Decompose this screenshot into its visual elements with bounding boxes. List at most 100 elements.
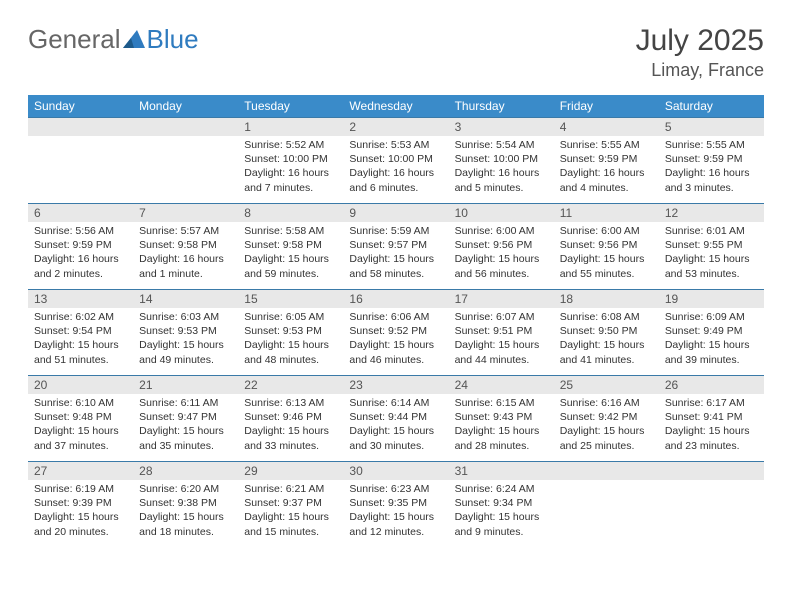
location: Limay, France: [636, 60, 764, 81]
day-body: Sunrise: 6:07 AMSunset: 9:51 PMDaylight:…: [449, 308, 554, 371]
week-row: 20Sunrise: 6:10 AMSunset: 9:48 PMDayligh…: [28, 376, 764, 462]
day-number: [133, 118, 238, 136]
day-cell: 26Sunrise: 6:17 AMSunset: 9:41 PMDayligh…: [659, 376, 764, 462]
day-number: 28: [133, 462, 238, 480]
day-header: Sunday: [28, 95, 133, 118]
day-cell: 18Sunrise: 6:08 AMSunset: 9:50 PMDayligh…: [554, 290, 659, 376]
page-header: General Blue July 2025 Limay, France: [28, 24, 764, 81]
day-number: 27: [28, 462, 133, 480]
day-number: 3: [449, 118, 554, 136]
day-cell: 7Sunrise: 5:57 AMSunset: 9:58 PMDaylight…: [133, 204, 238, 290]
day-number: 17: [449, 290, 554, 308]
day-number: 20: [28, 376, 133, 394]
day-body: Sunrise: 5:56 AMSunset: 9:59 PMDaylight:…: [28, 222, 133, 285]
calendar-table: SundayMondayTuesdayWednesdayThursdayFrid…: [28, 95, 764, 548]
day-number: [659, 462, 764, 480]
day-number: 23: [343, 376, 448, 394]
day-cell: 16Sunrise: 6:06 AMSunset: 9:52 PMDayligh…: [343, 290, 448, 376]
day-body: Sunrise: 6:03 AMSunset: 9:53 PMDaylight:…: [133, 308, 238, 371]
day-number: 11: [554, 204, 659, 222]
day-header-row: SundayMondayTuesdayWednesdayThursdayFrid…: [28, 95, 764, 118]
day-body: Sunrise: 6:24 AMSunset: 9:34 PMDaylight:…: [449, 480, 554, 543]
day-cell: 17Sunrise: 6:07 AMSunset: 9:51 PMDayligh…: [449, 290, 554, 376]
day-header: Thursday: [449, 95, 554, 118]
day-body: Sunrise: 6:06 AMSunset: 9:52 PMDaylight:…: [343, 308, 448, 371]
day-cell: 6Sunrise: 5:56 AMSunset: 9:59 PMDaylight…: [28, 204, 133, 290]
day-number: 16: [343, 290, 448, 308]
day-cell: [133, 118, 238, 204]
day-body: Sunrise: 5:55 AMSunset: 9:59 PMDaylight:…: [659, 136, 764, 199]
day-header: Saturday: [659, 95, 764, 118]
day-cell: 5Sunrise: 5:55 AMSunset: 9:59 PMDaylight…: [659, 118, 764, 204]
day-body: Sunrise: 6:15 AMSunset: 9:43 PMDaylight:…: [449, 394, 554, 457]
day-cell: 2Sunrise: 5:53 AMSunset: 10:00 PMDayligh…: [343, 118, 448, 204]
logo-text-blue: Blue: [147, 24, 199, 55]
day-cell: 9Sunrise: 5:59 AMSunset: 9:57 PMDaylight…: [343, 204, 448, 290]
day-number: 15: [238, 290, 343, 308]
day-cell: 1Sunrise: 5:52 AMSunset: 10:00 PMDayligh…: [238, 118, 343, 204]
day-cell: 19Sunrise: 6:09 AMSunset: 9:49 PMDayligh…: [659, 290, 764, 376]
day-number: 12: [659, 204, 764, 222]
day-header: Monday: [133, 95, 238, 118]
day-cell: [28, 118, 133, 204]
day-number: 9: [343, 204, 448, 222]
day-cell: 12Sunrise: 6:01 AMSunset: 9:55 PMDayligh…: [659, 204, 764, 290]
month-title: July 2025: [636, 24, 764, 58]
day-cell: 8Sunrise: 5:58 AMSunset: 9:58 PMDaylight…: [238, 204, 343, 290]
logo-text-general: General: [28, 24, 121, 55]
day-cell: 25Sunrise: 6:16 AMSunset: 9:42 PMDayligh…: [554, 376, 659, 462]
day-body: Sunrise: 6:08 AMSunset: 9:50 PMDaylight:…: [554, 308, 659, 371]
day-cell: 4Sunrise: 5:55 AMSunset: 9:59 PMDaylight…: [554, 118, 659, 204]
day-body: Sunrise: 5:53 AMSunset: 10:00 PMDaylight…: [343, 136, 448, 199]
day-body: Sunrise: 6:17 AMSunset: 9:41 PMDaylight:…: [659, 394, 764, 457]
day-number: 19: [659, 290, 764, 308]
day-number: 5: [659, 118, 764, 136]
day-body: Sunrise: 5:54 AMSunset: 10:00 PMDaylight…: [449, 136, 554, 199]
day-number: 31: [449, 462, 554, 480]
day-number: 1: [238, 118, 343, 136]
day-cell: 3Sunrise: 5:54 AMSunset: 10:00 PMDayligh…: [449, 118, 554, 204]
week-row: 27Sunrise: 6:19 AMSunset: 9:39 PMDayligh…: [28, 462, 764, 548]
day-number: 18: [554, 290, 659, 308]
day-number: 21: [133, 376, 238, 394]
day-number: 29: [238, 462, 343, 480]
day-cell: 28Sunrise: 6:20 AMSunset: 9:38 PMDayligh…: [133, 462, 238, 548]
day-cell: 27Sunrise: 6:19 AMSunset: 9:39 PMDayligh…: [28, 462, 133, 548]
day-number: 26: [659, 376, 764, 394]
day-number: 30: [343, 462, 448, 480]
day-cell: 22Sunrise: 6:13 AMSunset: 9:46 PMDayligh…: [238, 376, 343, 462]
day-body: Sunrise: 6:00 AMSunset: 9:56 PMDaylight:…: [449, 222, 554, 285]
day-cell: [659, 462, 764, 548]
day-body: Sunrise: 5:57 AMSunset: 9:58 PMDaylight:…: [133, 222, 238, 285]
day-number: 4: [554, 118, 659, 136]
day-body: Sunrise: 6:20 AMSunset: 9:38 PMDaylight:…: [133, 480, 238, 543]
day-header: Friday: [554, 95, 659, 118]
week-row: 1Sunrise: 5:52 AMSunset: 10:00 PMDayligh…: [28, 118, 764, 204]
day-number: 14: [133, 290, 238, 308]
day-number: 22: [238, 376, 343, 394]
day-body: Sunrise: 6:23 AMSunset: 9:35 PMDaylight:…: [343, 480, 448, 543]
day-number: 24: [449, 376, 554, 394]
week-row: 6Sunrise: 5:56 AMSunset: 9:59 PMDaylight…: [28, 204, 764, 290]
day-header: Tuesday: [238, 95, 343, 118]
day-body: Sunrise: 6:11 AMSunset: 9:47 PMDaylight:…: [133, 394, 238, 457]
calendar-body: 1Sunrise: 5:52 AMSunset: 10:00 PMDayligh…: [28, 118, 764, 548]
day-cell: 13Sunrise: 6:02 AMSunset: 9:54 PMDayligh…: [28, 290, 133, 376]
day-cell: 10Sunrise: 6:00 AMSunset: 9:56 PMDayligh…: [449, 204, 554, 290]
day-body: Sunrise: 6:05 AMSunset: 9:53 PMDaylight:…: [238, 308, 343, 371]
day-body: Sunrise: 6:09 AMSunset: 9:49 PMDaylight:…: [659, 308, 764, 371]
day-body: Sunrise: 6:21 AMSunset: 9:37 PMDaylight:…: [238, 480, 343, 543]
day-body: Sunrise: 6:16 AMSunset: 9:42 PMDaylight:…: [554, 394, 659, 457]
day-body: Sunrise: 5:52 AMSunset: 10:00 PMDaylight…: [238, 136, 343, 199]
day-cell: 14Sunrise: 6:03 AMSunset: 9:53 PMDayligh…: [133, 290, 238, 376]
day-body: Sunrise: 6:13 AMSunset: 9:46 PMDaylight:…: [238, 394, 343, 457]
title-block: July 2025 Limay, France: [636, 24, 764, 81]
day-number: 2: [343, 118, 448, 136]
logo: General Blue: [28, 24, 199, 55]
day-body: Sunrise: 6:00 AMSunset: 9:56 PMDaylight:…: [554, 222, 659, 285]
day-cell: 30Sunrise: 6:23 AMSunset: 9:35 PMDayligh…: [343, 462, 448, 548]
day-cell: 11Sunrise: 6:00 AMSunset: 9:56 PMDayligh…: [554, 204, 659, 290]
day-number: 10: [449, 204, 554, 222]
day-cell: 31Sunrise: 6:24 AMSunset: 9:34 PMDayligh…: [449, 462, 554, 548]
day-cell: 15Sunrise: 6:05 AMSunset: 9:53 PMDayligh…: [238, 290, 343, 376]
